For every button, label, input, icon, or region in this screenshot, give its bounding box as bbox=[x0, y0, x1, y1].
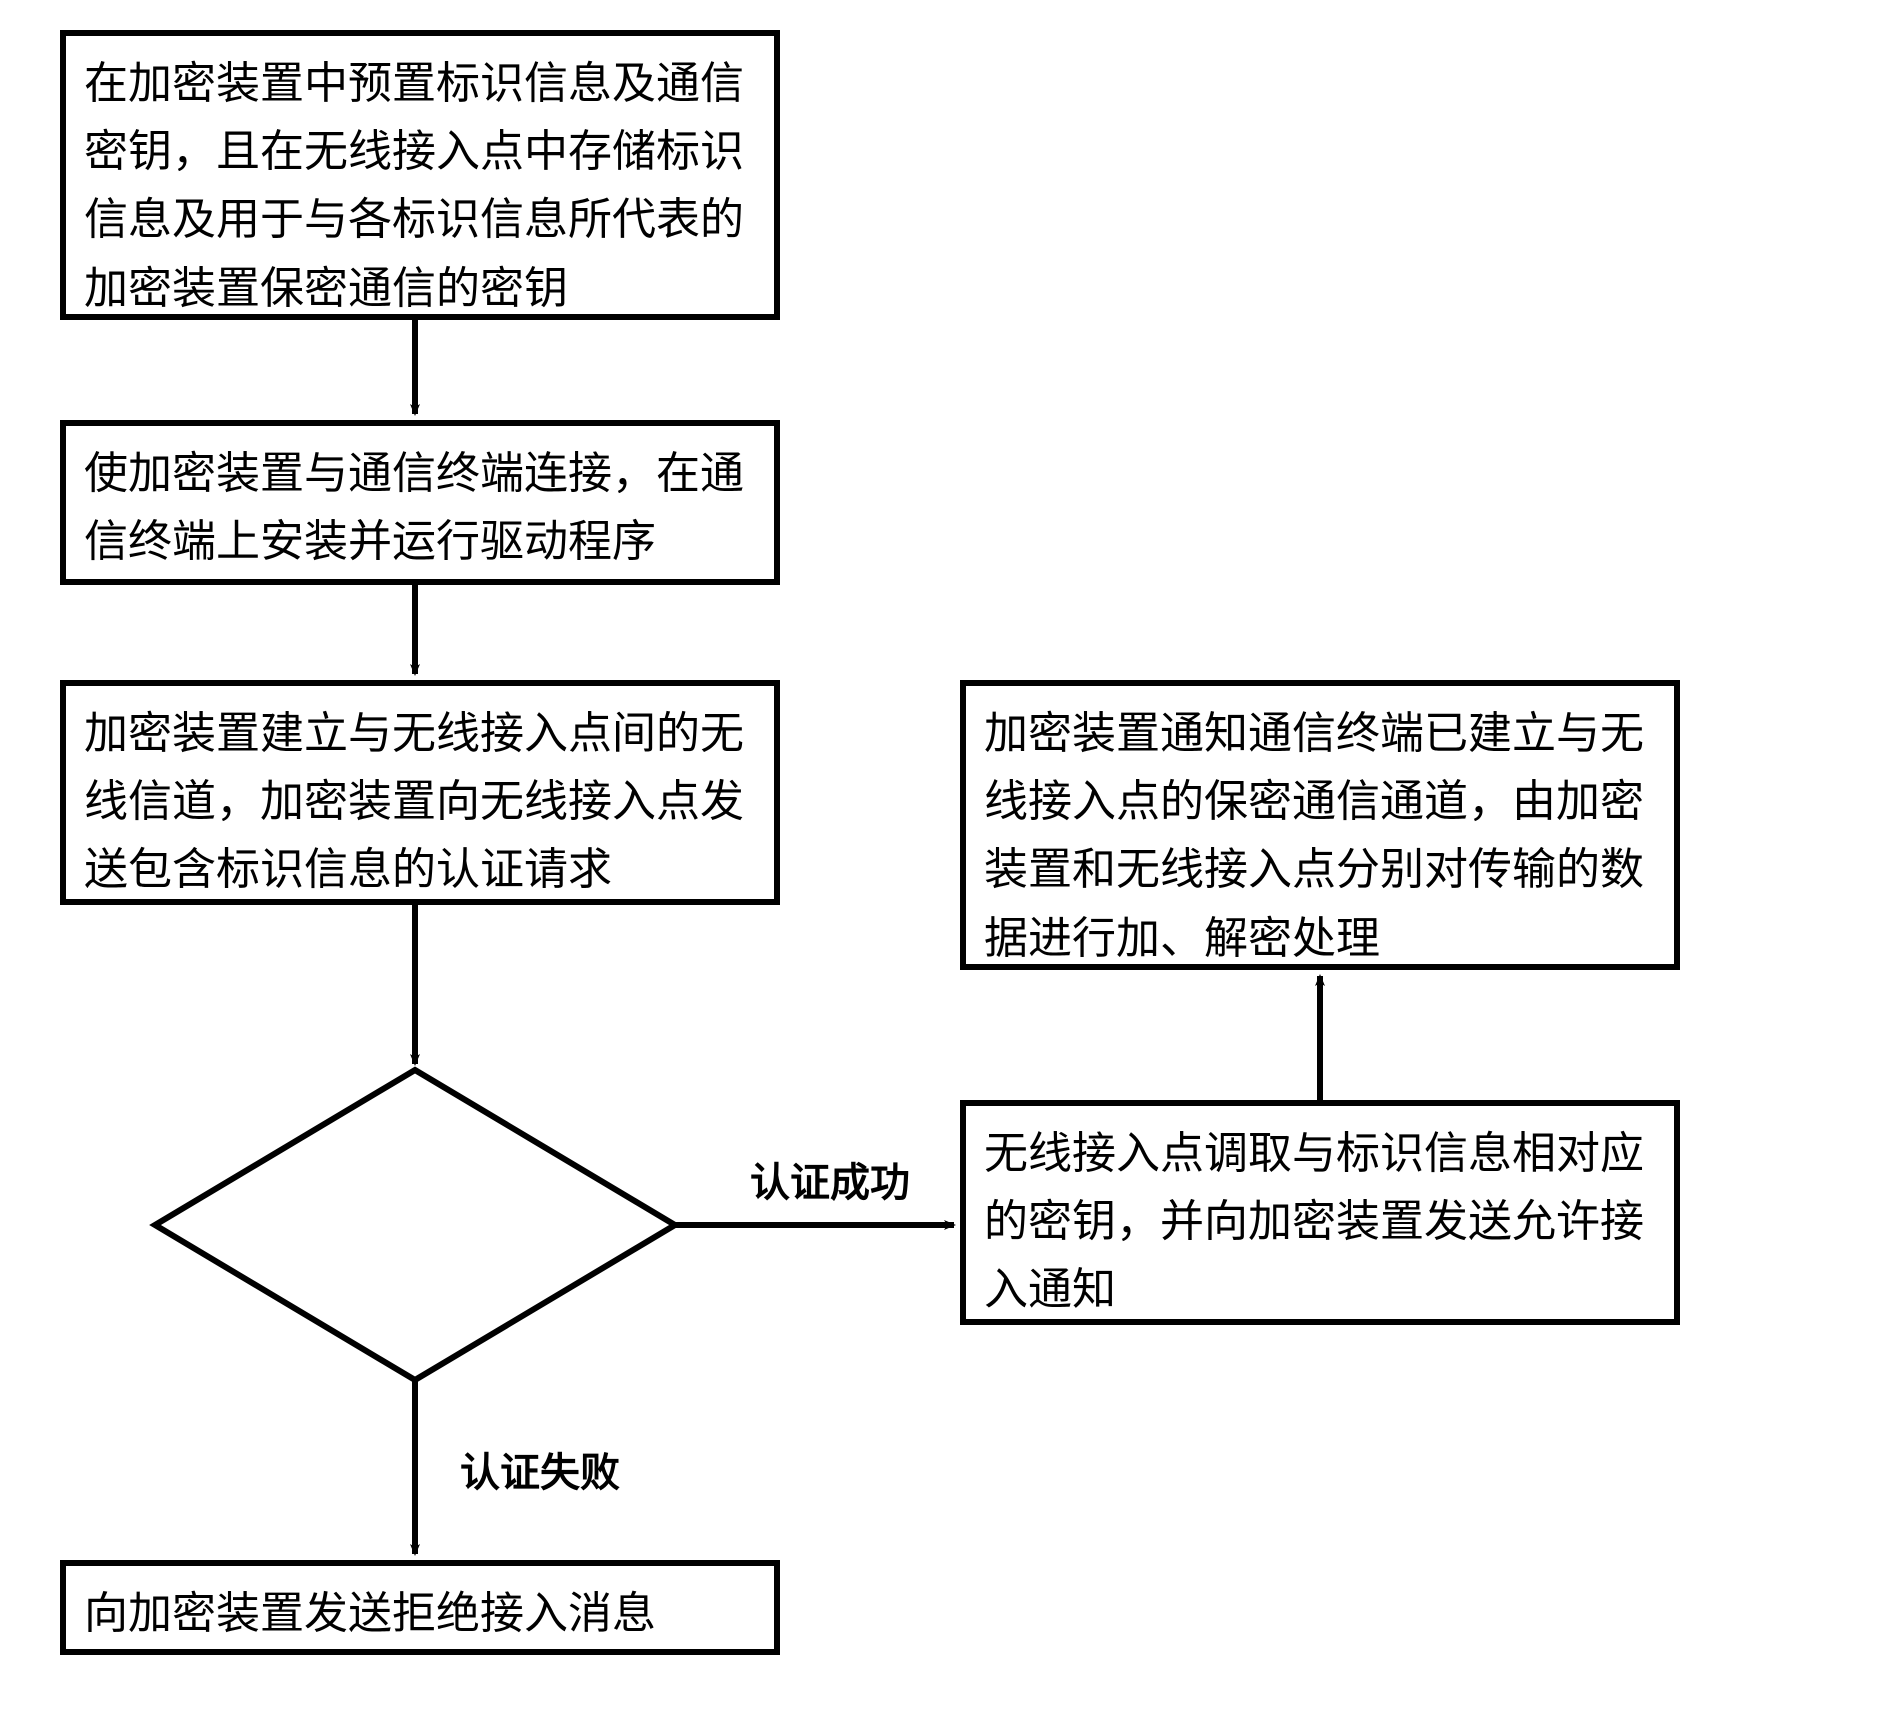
flow-node-text: 使加密装置与通信终端连接，在通信终端上安装并运行驱动程序 bbox=[84, 449, 744, 566]
edge-label-fail: 认证失败 bbox=[460, 1440, 620, 1498]
flow-node-text: 无线接入点调取与标识信息相对应的密钥，并向加密装置发送允许接入通知 bbox=[984, 1129, 1644, 1314]
flow-decision-text: 对认证请求进行认证 bbox=[155, 1200, 675, 1264]
flow-node-text: 向加密装置发送拒绝接入消息 bbox=[84, 1589, 656, 1638]
flow-node-text: 加密装置通知通信终端已建立与无线接入点的保密通信通道，由加密装置和无线接入点分别… bbox=[984, 709, 1644, 963]
flow-node-auth-request: 加密装置建立与无线接入点间的无线信道，加密装置向无线接入点发送包含标识信息的认证… bbox=[60, 680, 780, 905]
flow-node-text: 加密装置建立与无线接入点间的无线信道，加密装置向无线接入点发送包含标识信息的认证… bbox=[84, 709, 744, 894]
edge-label-success: 认证成功 bbox=[750, 1150, 910, 1208]
flow-node-text: 在加密装置中预置标识信息及通信密钥，且在无线接入点中存储标识信息及用于与各标识信… bbox=[84, 59, 744, 313]
flow-node-connect: 使加密装置与通信终端连接，在通信终端上安装并运行驱动程序 bbox=[60, 420, 780, 585]
flow-node-preset: 在加密装置中预置标识信息及通信密钥，且在无线接入点中存储标识信息及用于与各标识信… bbox=[60, 30, 780, 320]
flow-node-notify: 加密装置通知通信终端已建立与无线接入点的保密通信通道，由加密装置和无线接入点分别… bbox=[960, 680, 1680, 970]
flow-node-reject: 向加密装置发送拒绝接入消息 bbox=[60, 1560, 780, 1655]
flow-node-allow: 无线接入点调取与标识信息相对应的密钥，并向加密装置发送允许接入通知 bbox=[960, 1100, 1680, 1325]
